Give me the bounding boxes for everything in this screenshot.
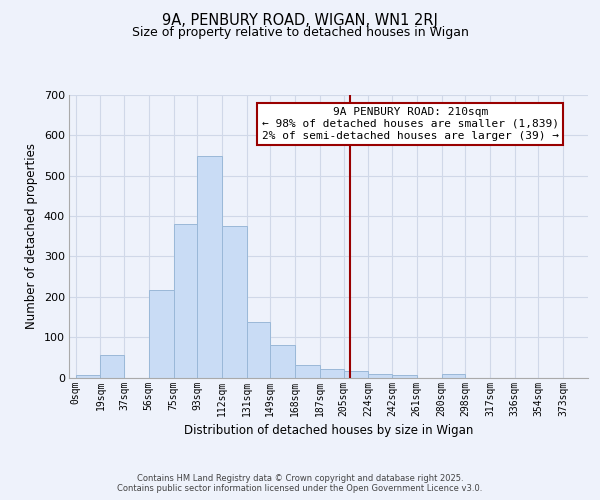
- Bar: [271, 345, 295, 378]
- Bar: [149, 290, 173, 378]
- Y-axis label: Number of detached properties: Number of detached properties: [25, 143, 38, 329]
- Bar: [368, 374, 392, 378]
- Bar: [100, 356, 124, 378]
- Text: Size of property relative to detached houses in Wigan: Size of property relative to detached ho…: [131, 26, 469, 39]
- Text: 9A, PENBURY ROAD, WIGAN, WN1 2RJ: 9A, PENBURY ROAD, WIGAN, WN1 2RJ: [162, 12, 438, 28]
- Bar: [320, 370, 344, 378]
- Text: Contains HM Land Registry data © Crown copyright and database right 2025.: Contains HM Land Registry data © Crown c…: [137, 474, 463, 483]
- Bar: [76, 376, 100, 378]
- Bar: [247, 322, 271, 378]
- X-axis label: Distribution of detached houses by size in Wigan: Distribution of detached houses by size …: [184, 424, 473, 437]
- Bar: [222, 226, 247, 378]
- Bar: [295, 366, 320, 378]
- Bar: [173, 224, 197, 378]
- Bar: [442, 374, 465, 378]
- Text: Contains public sector information licensed under the Open Government Licence v3: Contains public sector information licen…: [118, 484, 482, 493]
- Bar: [197, 156, 222, 378]
- Text: 9A PENBURY ROAD: 210sqm
← 98% of detached houses are smaller (1,839)
2% of semi-: 9A PENBURY ROAD: 210sqm ← 98% of detache…: [262, 108, 559, 140]
- Bar: [392, 374, 417, 378]
- Bar: [344, 372, 368, 378]
